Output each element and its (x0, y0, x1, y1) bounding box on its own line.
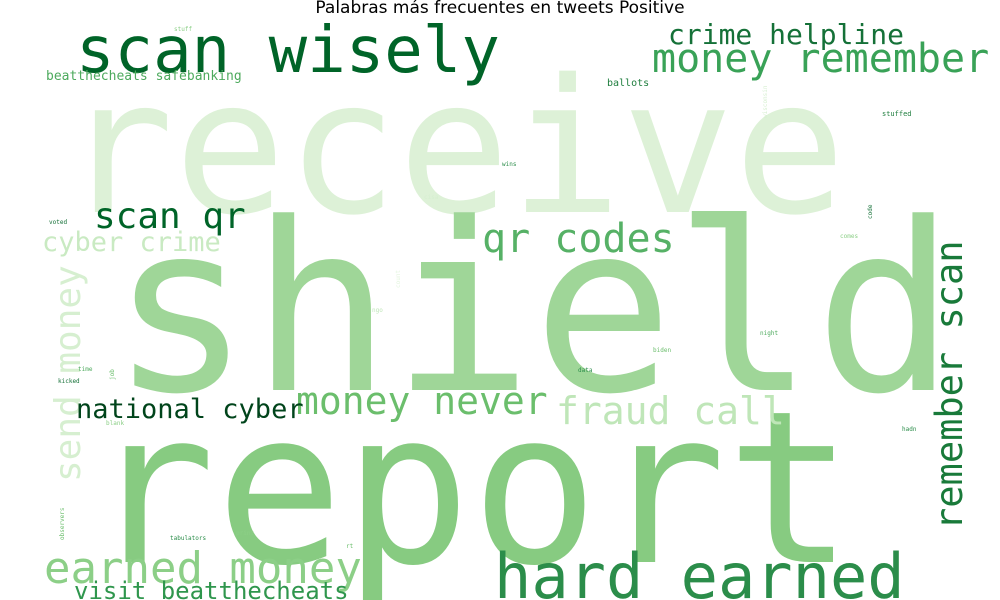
word-cyber-crime: cyber crime (42, 227, 221, 258)
word-biden: biden (653, 347, 671, 354)
word-ngo: ngo (372, 307, 383, 314)
word-job: job (109, 369, 116, 380)
chart-title: Palabras más frecuentes en tweets Positi… (315, 0, 685, 18)
word-stuff: stuff (174, 26, 192, 33)
word-send-money: send money (48, 265, 89, 482)
word-rt: rt (346, 543, 354, 550)
word-shield: shield (110, 174, 955, 446)
word-observers: observers (59, 507, 66, 540)
word-wisconsin: wisconsin (762, 85, 769, 118)
word-cisa: cisa (424, 194, 439, 201)
word-tabulators: tabulators (170, 535, 207, 542)
word-scan-qr: scan qr (94, 196, 246, 237)
word-money-never: money never (296, 379, 548, 423)
word-kicked: kicked (58, 378, 80, 385)
word-receive: receive (62, 39, 846, 256)
word-comes: comes (840, 233, 858, 240)
word-print: print (236, 530, 254, 537)
word-qr-codes: qr codes (482, 216, 675, 262)
word-scan-wisely: scan wisely (76, 14, 500, 88)
word-wins: wins (502, 161, 517, 168)
word-report: report (88, 365, 854, 600)
word-stuffed: stuffed (882, 110, 912, 118)
word-voted: voted (49, 219, 67, 226)
word-fraud-call: fraud call (556, 389, 785, 433)
word-hadn: hadn (902, 426, 917, 433)
word-beatthecheats-safebanking: beatthecheats safebanking (46, 69, 242, 84)
word-money-remember: money remember (652, 36, 989, 82)
word-count: count (395, 270, 402, 288)
word-national-cyber: national cyber (76, 394, 304, 425)
word-crime-helpline: crime helpline (668, 18, 904, 51)
word-night: night (760, 330, 778, 337)
word-earned-money: earned money (44, 543, 362, 594)
word-visit-beatthecheats: visit beatthecheats (74, 577, 349, 600)
word-blank: blank (106, 420, 124, 427)
word-code: code (867, 204, 874, 219)
word-time: time (78, 366, 93, 373)
word-ballots: ballots (607, 78, 649, 89)
word-hard-earned: hard earned (494, 540, 905, 600)
word-data: data (578, 367, 593, 374)
word-remember-scan: remember scan (928, 240, 971, 530)
